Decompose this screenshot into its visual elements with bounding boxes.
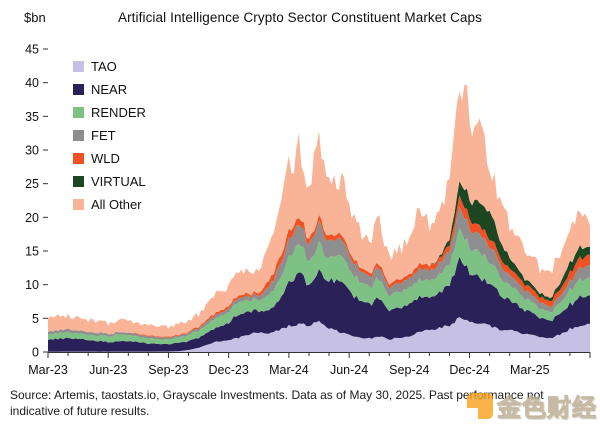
x-tick-label: Dec-23: [209, 363, 249, 377]
legend-label: All Other: [91, 197, 142, 212]
y-tick-label: 30: [25, 144, 39, 158]
y-tick-label: 35: [25, 110, 39, 124]
stacked-area-chart: 0 5 10 15 20 25 30 35 40 45 Mar-23 Jun-23 Sep-23 Dec-…: [25, 43, 591, 377]
legend-item-near: NEAR: [73, 83, 146, 96]
legend-swatch-icon: [73, 61, 84, 72]
legend-label: FET: [91, 128, 116, 143]
y-tick-label: 25: [25, 177, 39, 191]
legend-label: RENDER: [91, 105, 146, 120]
area-wld: [48, 195, 590, 338]
legend-label: WLD: [91, 151, 120, 166]
legend-swatch-icon: [73, 153, 84, 164]
x-tick-label: Jun-24: [330, 363, 368, 377]
y-axis-unit-label: $bn: [24, 10, 46, 25]
legend-item-all-other: All Other: [73, 198, 146, 211]
y-tick-label: 45: [25, 43, 39, 57]
legend-item-tao: TAO: [73, 60, 146, 73]
source-footnote: Source: Artemis, taostats.io, Grayscale …: [10, 388, 544, 418]
y-tick-label: 40: [25, 76, 39, 90]
x-tick-label: Dec-24: [449, 363, 489, 377]
watermark-text: 金色财经: [497, 395, 597, 423]
y-tick-label: 5: [32, 312, 39, 326]
y-tick-label: 0: [32, 346, 39, 360]
x-tick-label: Mar-24: [269, 363, 309, 377]
legend-swatch-icon: [73, 107, 84, 118]
legend-swatch-icon: [73, 84, 84, 95]
y-tick-label: 10: [25, 278, 39, 292]
chart-title: Artificial Intelligence Crypto Sector Co…: [117, 10, 482, 25]
area-near: [48, 256, 590, 352]
area-virtual: [48, 180, 590, 338]
watermark-logo-icon: [465, 392, 493, 421]
legend-item-fet: FET: [73, 129, 146, 142]
area-render: [48, 228, 590, 345]
legend-swatch-icon: [73, 199, 84, 210]
chart-legend: TAO NEAR RENDER FET WLD VIRTUAL All Other: [73, 60, 146, 211]
legend-label: TAO: [91, 59, 117, 74]
legend-item-wld: WLD: [73, 152, 146, 165]
watermark: 金色财经: [465, 388, 597, 423]
area-tao: [48, 317, 590, 352]
y-tick-label: 15: [25, 245, 39, 259]
legend-swatch-icon: [73, 130, 84, 141]
x-tick-label: Mar-25: [510, 363, 550, 377]
legend-label: NEAR: [91, 82, 128, 97]
legend-swatch-icon: [73, 176, 84, 187]
x-tick-label: Sep-24: [389, 363, 429, 377]
y-tick-label: 20: [25, 211, 39, 225]
legend-label: VIRTUAL: [91, 174, 146, 189]
x-tick-label: Sep-23: [148, 363, 188, 377]
legend-item-virtual: VIRTUAL: [73, 175, 146, 188]
area-fet: [48, 206, 590, 340]
x-tick-label: Mar-23: [28, 363, 68, 377]
x-tick-label: Jun-23: [89, 363, 127, 377]
area-all-other: [48, 84, 590, 338]
legend-item-render: RENDER: [73, 106, 146, 119]
